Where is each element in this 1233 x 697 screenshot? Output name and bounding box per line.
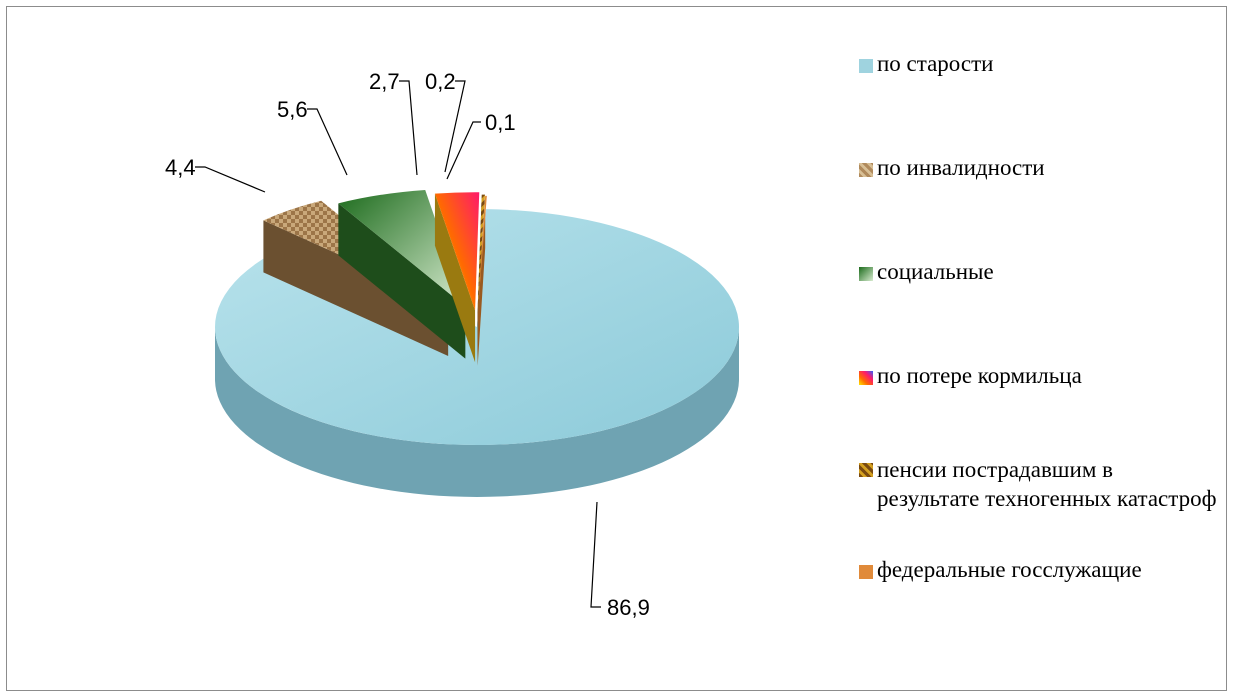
pie-wall-disability <box>263 220 449 356</box>
legend-swatch-disability <box>859 163 873 177</box>
legend-swatch-social <box>859 267 873 281</box>
legend-label-federal: федеральные госслужащие <box>877 557 1142 582</box>
data-label-survivor: 2,7 <box>369 69 400 94</box>
pie-slices <box>215 189 739 497</box>
data-labels: 86,9 4,4 5,6 2,7 0,2 0,1 <box>165 69 650 620</box>
leader-line-old-age <box>590 501 601 608</box>
pie-slice-social <box>338 189 466 359</box>
data-label-federal: 0,1 <box>485 110 516 135</box>
pie-top-survivor <box>434 192 480 311</box>
legend-item-social: социальные <box>859 259 994 285</box>
legend-label-disability: по инвалидности <box>877 155 1045 180</box>
legend-item-disability: по инвалидности <box>859 155 1045 181</box>
leader-line-federal <box>446 121 481 180</box>
leader-line-social <box>307 108 348 176</box>
leader-line-disability <box>195 166 266 193</box>
data-label-old-age: 86,9 <box>607 595 650 620</box>
pie-top-technogenic <box>477 194 486 313</box>
pie-wall-social <box>338 203 466 359</box>
legend-swatch-old-age <box>859 59 873 73</box>
leader-line-survivor <box>399 80 418 176</box>
pie-wall-survivor <box>434 193 476 363</box>
pie-top-federal <box>477 195 487 314</box>
legend-item-federal: федеральные госслужащие <box>859 557 1142 583</box>
legend-label-survivor: по потере кормильца <box>877 363 1082 388</box>
pie-slice-survivor <box>434 192 480 363</box>
legend-label-old-age: по старости <box>877 51 994 76</box>
legend-item-technogenic: пенсии пострадавшим в результате техноге… <box>859 455 1219 513</box>
legend-swatch-survivor <box>859 371 873 385</box>
legend-label-social: социальные <box>877 259 994 284</box>
legend-item-survivor: по потере кормильца <box>859 363 1082 389</box>
legend-label-technogenic: пенсии пострадавшим в результате техноге… <box>877 457 1217 511</box>
data-label-disability: 4,4 <box>165 155 196 180</box>
legend-swatch-federal <box>859 565 873 579</box>
leader-line-technogenic <box>444 80 466 173</box>
data-label-social: 5,6 <box>277 97 308 122</box>
pie-side-old-age <box>215 327 739 497</box>
legend-swatch-technogenic <box>859 463 873 477</box>
chart-frame: 86,9 4,4 5,6 2,7 0,2 0,1 по старости по инвал… <box>6 6 1227 691</box>
legend-item-old-age: по старости <box>859 51 993 77</box>
pie-chart: 86,9 4,4 5,6 2,7 0,2 0,1 <box>165 69 739 620</box>
data-label-technogenic: 0,2 <box>425 69 456 94</box>
pie-top-social <box>338 189 466 307</box>
pie-slice-federal <box>477 195 487 366</box>
